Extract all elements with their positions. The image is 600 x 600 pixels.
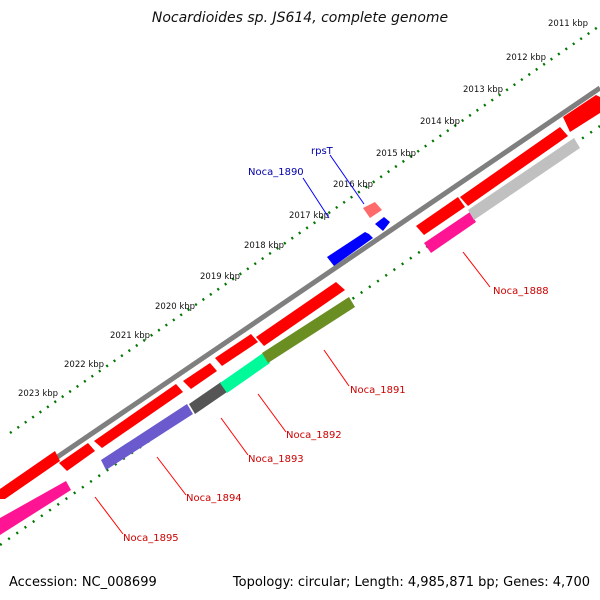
tick-label: 2016 kbp xyxy=(333,180,373,190)
tick-label: 2021 kbp xyxy=(110,331,150,341)
tick-label: 2015 kbp xyxy=(376,149,416,159)
callout-noca-1892 xyxy=(257,393,287,433)
tick-label: 2018 kbp xyxy=(244,241,284,251)
rpst-feature[interactable] xyxy=(363,202,382,218)
scale-tick-labels: 2011 kbp 2012 kbp 2013 kbp 2014 kbp 2015… xyxy=(18,19,588,399)
gene-label-noca-1891[interactable]: Noca_1891 xyxy=(350,385,406,396)
rna-features xyxy=(327,202,390,266)
cds-feature-green[interactable] xyxy=(220,353,270,393)
cds-feature-gray[interactable] xyxy=(468,138,580,220)
tick-label: 2017 kbp xyxy=(289,211,329,221)
genome-summary: Topology: circular; Length: 4,985,871 bp… xyxy=(232,575,590,590)
cds-feature-red[interactable] xyxy=(59,443,95,471)
cds-feature-red[interactable] xyxy=(215,334,258,366)
gene-label-noca-1888[interactable]: Noca_1888 xyxy=(493,286,549,297)
cds-feature-pink[interactable] xyxy=(0,481,71,535)
gene-label-rpst[interactable]: rpsT xyxy=(311,146,334,157)
cds-feature-pink[interactable] xyxy=(424,212,476,253)
gene-labels: rpsT Noca_1890 Noca_1888 Noca_1891 Noca_… xyxy=(123,146,549,544)
cds-feature-red[interactable] xyxy=(256,282,345,346)
tick-label: 2012 kbp xyxy=(506,53,546,63)
tick-label: 2022 kbp xyxy=(64,360,104,370)
callout-noca-1890 xyxy=(302,177,330,219)
gene-label-noca-1894[interactable]: Noca_1894 xyxy=(186,493,242,504)
callout-noca-1893 xyxy=(220,417,249,456)
gene-label-noca-1892[interactable]: Noca_1892 xyxy=(286,430,342,441)
accession-label: Accession: NC_008699 xyxy=(9,575,157,590)
tick-label: 2019 kbp xyxy=(200,272,240,282)
callout-lines xyxy=(94,154,491,535)
tick-label: 2013 kbp xyxy=(463,85,503,95)
callout-noca-1895 xyxy=(94,496,124,535)
cds-feature-olive[interactable] xyxy=(262,297,355,363)
cds-feature-red[interactable] xyxy=(563,95,600,132)
reverse-cds-track xyxy=(0,138,580,535)
cds-feature-slate[interactable] xyxy=(101,404,193,470)
cds-feature-red[interactable] xyxy=(460,127,568,206)
callout-rpst xyxy=(329,154,365,205)
map-title: Nocardioides sp. JS614, complete genome xyxy=(151,10,449,26)
callout-noca-1894 xyxy=(156,456,187,496)
tick-label: 2020 kbp xyxy=(155,302,195,312)
noca-1890-feature[interactable] xyxy=(327,232,373,266)
callout-noca-1888 xyxy=(462,251,491,288)
cds-feature-red[interactable] xyxy=(0,451,60,499)
gene-label-noca-1895[interactable]: Noca_1895 xyxy=(123,533,179,544)
tick-label: 2014 kbp xyxy=(420,117,460,127)
callout-noca-1891 xyxy=(323,349,350,387)
gene-label-noca-1893[interactable]: Noca_1893 xyxy=(248,454,304,465)
tick-label: 2023 kbp xyxy=(18,389,58,399)
inner-scale-line xyxy=(0,124,600,547)
cds-feature-darkgray[interactable] xyxy=(189,382,227,414)
forward-cds-track xyxy=(0,95,600,499)
cds-feature-red[interactable] xyxy=(183,363,217,389)
cds-feature-red[interactable] xyxy=(94,384,183,448)
blue-small-feature[interactable] xyxy=(375,217,390,231)
tick-label: 2011 kbp xyxy=(548,19,588,29)
gene-label-noca-1890[interactable]: Noca_1890 xyxy=(248,167,304,178)
genome-backbone xyxy=(0,85,600,499)
outer-scale-line xyxy=(9,25,599,435)
cds-feature-red[interactable] xyxy=(416,197,465,235)
